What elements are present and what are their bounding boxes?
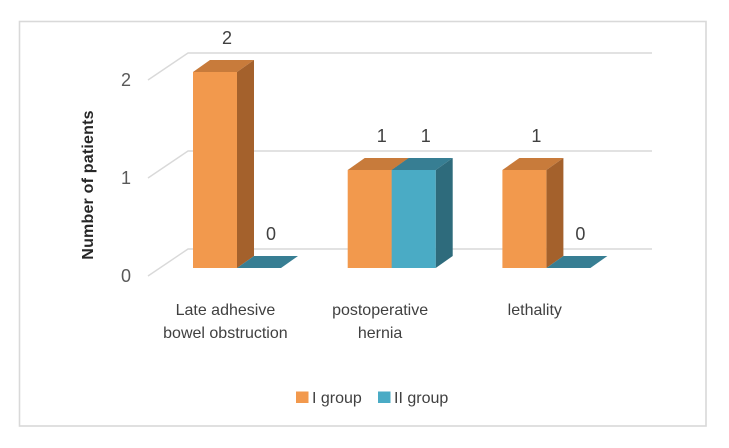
category-label: postoperative hernia: [332, 302, 428, 342]
bar-side-face: [435, 158, 453, 268]
data-label: 2: [222, 28, 232, 48]
y-tick-label: 0: [121, 266, 131, 286]
y-tick-label: 1: [121, 168, 131, 188]
legend-swatch-i-group: [296, 391, 309, 403]
category-label: Late adhesive bowel obstruction: [163, 302, 288, 342]
bar-front-face: [391, 170, 436, 268]
bar-side-face: [546, 158, 564, 268]
zero-bar-footprint: [546, 256, 608, 268]
labels-layer: 2 0 Late adhesive bowel obstruction 1 1 postop…: [163, 28, 585, 342]
legend-swatch-ii-group: [378, 391, 391, 403]
bar-top-face: [391, 158, 453, 170]
bars-layer: [193, 60, 608, 268]
data-label: 1: [377, 126, 387, 146]
legend: I group II group: [296, 390, 448, 407]
bar-top-face: [502, 158, 564, 170]
gridline: [147, 52, 652, 81]
bar-front-face: [193, 72, 237, 268]
data-label: 1: [531, 126, 541, 146]
legend-label-i-group: I group: [312, 390, 362, 407]
zero-bar-footprint: [237, 256, 298, 268]
y-tick-label: 2: [121, 70, 131, 90]
data-label: 1: [421, 126, 431, 146]
bar-front-face: [347, 170, 392, 268]
data-label: 0: [266, 224, 276, 244]
bar-side-face: [237, 60, 254, 268]
bar-top-face: [193, 60, 254, 72]
gridlines-layer: 0 1 2: [121, 52, 652, 286]
gridline: [147, 248, 652, 277]
data-label: 0: [575, 224, 585, 244]
bar-top-face: [347, 158, 409, 170]
bar-front-face: [502, 170, 547, 268]
gridline: [147, 150, 652, 179]
legend-label-ii-group: II group: [394, 390, 448, 407]
category-label: lethality: [508, 302, 562, 319]
y-axis-title: Number of patients: [80, 110, 97, 259]
